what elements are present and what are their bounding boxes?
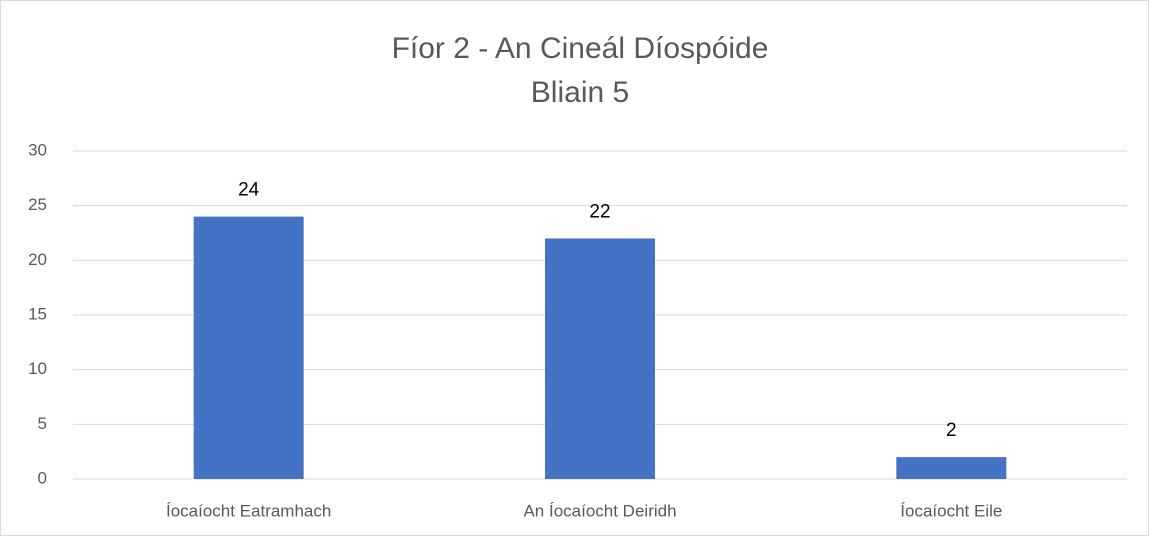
chart-title: Fíor 2 - An Cineál Díospóide [392, 32, 769, 65]
chart-subtitle: Bliain 5 [531, 76, 629, 109]
x-tick-label: Íocaíocht Eatramhach [166, 501, 331, 520]
value-label: 24 [238, 180, 260, 201]
y-tick-label: 20 [28, 250, 47, 269]
y-tick-label: 5 [38, 414, 47, 433]
y-tick-label: 30 [28, 140, 47, 159]
y-tick-label: 15 [28, 304, 47, 323]
x-tick-label: Íocaíocht Eile [900, 501, 1002, 520]
y-tick-label: 25 [28, 195, 47, 214]
y-tick-label: 10 [28, 359, 47, 378]
bar [193, 216, 304, 479]
value-label: 2 [946, 420, 957, 441]
bar [545, 238, 655, 479]
bar [896, 457, 1007, 479]
x-tick-label: An Íocaíocht Deiridh [523, 501, 676, 520]
value-label: 22 [589, 201, 610, 222]
y-tick-label: 0 [38, 468, 47, 487]
